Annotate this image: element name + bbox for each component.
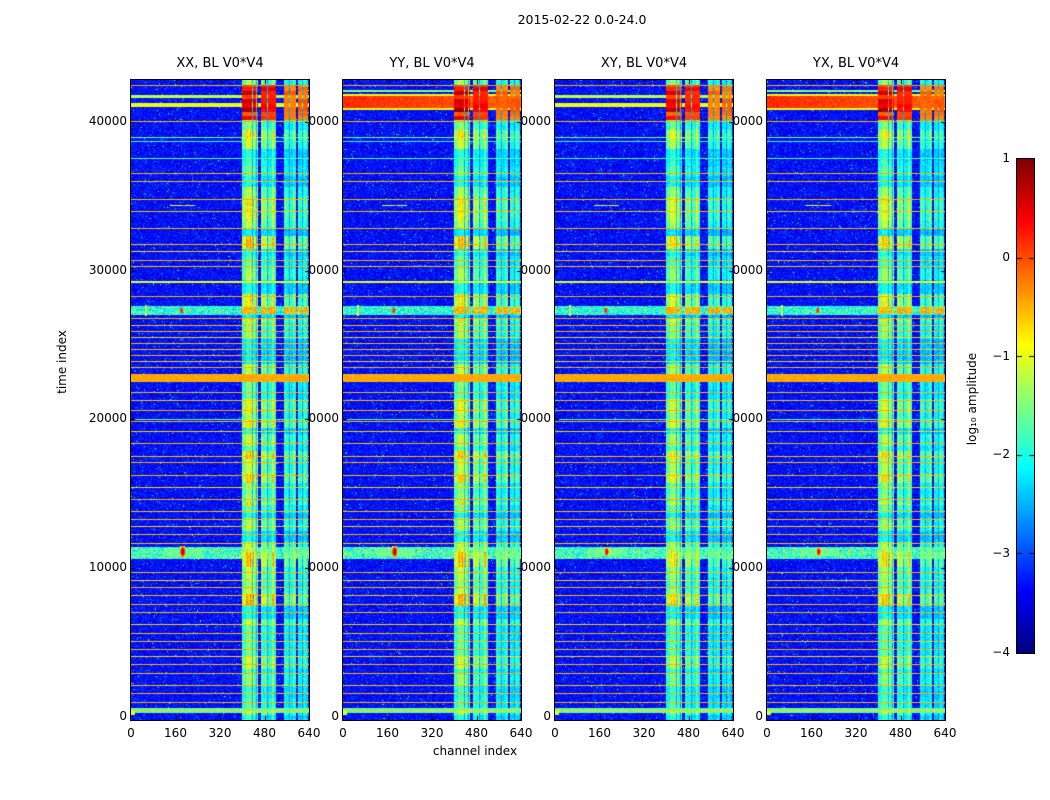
colorbar-tick-label: −1 [992, 348, 1010, 363]
y-tick-label: 10000 [300, 559, 339, 574]
x-tick-label: 0 [339, 726, 347, 740]
y-tick-label: 40000 [88, 114, 127, 128]
y-tick-label: 20000 [88, 411, 127, 426]
x-tick-label: 160 [588, 726, 611, 740]
x-tick-label: 640 [933, 726, 957, 740]
x-tick-label: 320 [844, 726, 868, 740]
y-tick-label: 0 [755, 708, 763, 723]
x-tick-label: 480 [465, 726, 488, 740]
colorbar-tick-label: 1 [1002, 151, 1010, 165]
colorbar [1016, 158, 1035, 654]
x-tick-label: 640 [509, 726, 533, 740]
x-tick-label: 480 [253, 726, 276, 740]
panel-title-yy: YY, BL V0*V4 [389, 56, 475, 71]
x-tick-label: 0 [763, 726, 771, 740]
y-tick-label: 10000 [88, 559, 127, 574]
y-axis-label: time index [55, 330, 69, 394]
x-tick-label: 320 [420, 726, 444, 740]
colorbar-canvas [1017, 159, 1034, 653]
colorbar-tick-label: 0 [1002, 249, 1010, 264]
x-tick-label: 480 [677, 726, 700, 740]
x-tick-label: 480 [889, 726, 912, 740]
y-tick-label: 0 [331, 708, 339, 723]
x-tick-label: 160 [800, 726, 823, 740]
x-axis-label: channel index [432, 744, 518, 758]
y-tick-label: 10000 [724, 559, 763, 574]
panel-title-xy: XY, BL V0*V4 [600, 56, 688, 71]
figure-title: 2015-02-22 0.0-24.0 [517, 12, 647, 27]
panel-title-yx: YX, BL V0*V4 [812, 56, 900, 71]
y-tick-label: 20000 [724, 411, 763, 426]
colorbar-tick-label: −3 [992, 546, 1010, 561]
heatmap-canvas-xx [131, 80, 309, 720]
y-tick-label: 0 [543, 708, 551, 723]
y-tick-label: 10000 [512, 559, 551, 574]
y-tick-label: 20000 [300, 411, 339, 426]
colorbar-tick-label: −2 [992, 447, 1010, 462]
x-tick-label: 0 [127, 726, 135, 740]
heatmap-panel-xx [130, 79, 310, 721]
x-tick-label: 640 [721, 726, 745, 740]
x-tick-label: 160 [376, 726, 399, 740]
y-tick-label: 30000 [88, 262, 127, 277]
y-tick-label: 30000 [512, 262, 551, 277]
y-tick-label: 30000 [300, 262, 339, 277]
y-tick-label: 20000 [512, 411, 551, 426]
heatmap-canvas-yy [343, 80, 521, 720]
x-tick-label: 0 [551, 726, 559, 740]
colorbar-tick-label: −4 [992, 645, 1010, 659]
y-tick-label: 40000 [724, 114, 763, 128]
y-tick-label: 40000 [512, 114, 551, 128]
y-tick-label: 30000 [724, 262, 763, 277]
x-tick-label: 320 [208, 726, 232, 740]
y-tick-label: 40000 [300, 114, 339, 128]
panel-title-xx: XX, BL V0*V4 [176, 56, 264, 71]
y-tick-label: 0 [119, 708, 127, 723]
x-tick-label: 320 [632, 726, 656, 740]
x-tick-label: 160 [164, 726, 187, 740]
heatmap-canvas-xy [555, 80, 733, 720]
heatmap-canvas-yx [767, 80, 945, 720]
heatmap-panel-xy [554, 79, 734, 721]
heatmap-panel-yy [342, 79, 522, 721]
x-tick-label: 640 [297, 726, 321, 740]
heatmap-panel-yx [766, 79, 946, 721]
